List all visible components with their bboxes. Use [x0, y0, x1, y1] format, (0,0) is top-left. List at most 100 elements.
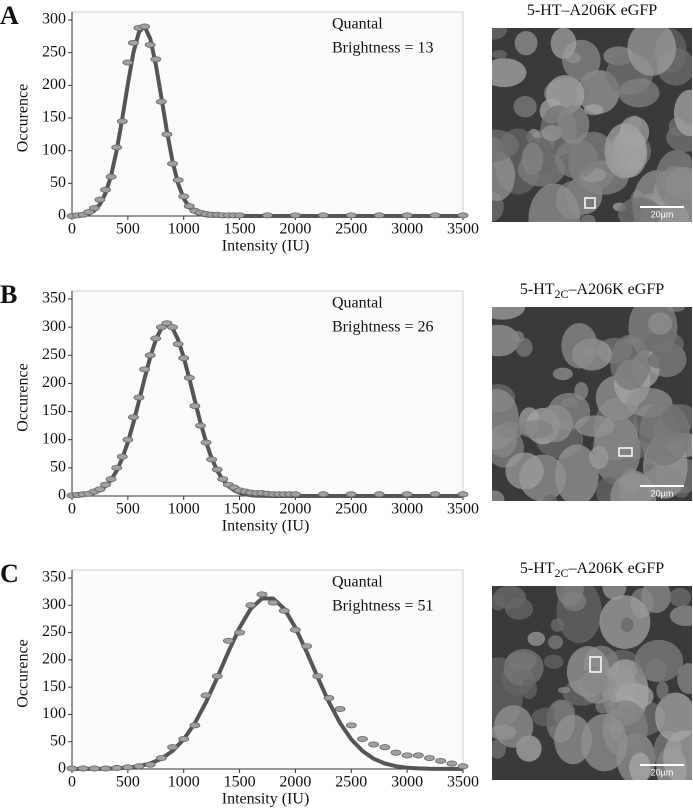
cell-blob: [555, 586, 584, 607]
x-tick-label: 3000: [391, 221, 423, 238]
data-point: [234, 629, 245, 636]
cell-blob: [493, 705, 534, 748]
cell-blob: [610, 472, 657, 501]
data-point: [178, 355, 190, 362]
plot-area: [71, 290, 464, 497]
data-point: [457, 763, 469, 770]
cell-blob: [518, 420, 554, 439]
data-point: [435, 757, 447, 764]
data-point: [317, 491, 329, 498]
cell-blob: [521, 678, 538, 699]
data-point: [66, 765, 78, 772]
y-tick-label: 100: [42, 705, 66, 722]
cell-blob: [580, 214, 596, 222]
y-tick-label: 200: [42, 651, 66, 668]
data-point: [150, 56, 162, 63]
y-axis-label: Occurence: [15, 363, 32, 431]
y-tick-label: 300: [42, 11, 66, 28]
plot-area: [71, 569, 464, 770]
data-point: [183, 374, 195, 381]
y-tick-label: 100: [42, 430, 66, 447]
cell-blob: [583, 104, 604, 116]
cell-blob: [610, 334, 651, 390]
data-point: [317, 212, 329, 219]
x-tick-label: 3500: [447, 221, 479, 238]
x-tick-label: 500: [116, 501, 140, 518]
cell-blob: [505, 452, 544, 490]
cell-blob: [545, 75, 585, 115]
data-point: [379, 744, 391, 751]
image-title-sub: 2C: [555, 566, 569, 580]
data-point: [211, 466, 223, 473]
cell-blob: [496, 421, 525, 439]
data-point: [334, 705, 346, 712]
x-tick-label: 2000: [279, 221, 311, 238]
cell-blob: [661, 404, 692, 432]
data-point: [105, 173, 117, 180]
y-tick-label: 50: [50, 732, 66, 749]
data-point: [161, 131, 173, 138]
data-point: [457, 491, 469, 498]
cell-blob: [550, 618, 565, 632]
cell-blob: [581, 713, 628, 772]
annotation: Brightness = 51: [332, 598, 433, 615]
x-tick-label: 500: [116, 221, 140, 238]
cell-blob: [589, 446, 609, 470]
data-point: [267, 599, 279, 606]
data-point: [412, 752, 424, 759]
y-tick-label: 200: [42, 374, 66, 391]
data-point: [429, 491, 441, 498]
cell-blob: [579, 667, 615, 704]
cell-blob: [669, 605, 692, 626]
data-point: [116, 118, 128, 125]
cell-blob: [510, 330, 525, 344]
annotation: Brightness = 13: [332, 40, 433, 57]
cell-blob: [513, 95, 537, 118]
cell-blob: [647, 312, 673, 335]
data-point: [446, 760, 458, 767]
cell-blob: [627, 28, 677, 76]
cell-blob: [492, 129, 519, 162]
y-tick-label: 250: [42, 43, 66, 60]
y-tick-label: 0: [58, 487, 66, 504]
cell-blob: [677, 663, 692, 694]
x-axis-label: Intensity (IU): [222, 518, 310, 535]
data-point: [217, 476, 229, 483]
data-point: [88, 205, 100, 212]
y-tick-label: 0: [58, 207, 66, 224]
data-point: [401, 752, 413, 759]
cell-blob: [647, 351, 673, 369]
annotation: Quantal: [332, 295, 383, 312]
y-tick-label: 150: [42, 109, 66, 126]
cell-blob: [574, 381, 589, 400]
cell-blob: [618, 78, 660, 108]
cell-blob: [527, 631, 546, 646]
image-title-rest: –A206K eGFP: [568, 281, 665, 298]
y-tick-label: 50: [50, 459, 66, 476]
x-tick-label: 1500: [224, 774, 256, 791]
cell-blob: [492, 150, 516, 202]
cell-blob: [621, 617, 634, 633]
cell-blob: [643, 331, 685, 357]
image-title-sub: 2C: [555, 287, 569, 301]
data-point: [424, 755, 435, 762]
data-point: [290, 626, 301, 633]
data-point: [245, 602, 257, 609]
data-point: [94, 196, 106, 203]
y-tick-label: 150: [42, 678, 66, 695]
cell-blob: [629, 752, 651, 780]
data-point: [200, 439, 212, 446]
x-tick-label: 1000: [168, 221, 200, 238]
y-tick-label: 300: [42, 596, 66, 613]
panel-label: A: [0, 1, 19, 30]
y-tick-label: 350: [42, 569, 66, 586]
cell-blob: [656, 681, 669, 700]
x-tick-label: 3000: [391, 501, 423, 518]
data-point: [457, 212, 469, 219]
y-axis-label: Occurence: [15, 639, 32, 707]
data-point: [206, 456, 218, 463]
data-point: [390, 749, 402, 756]
annotation: Quantal: [332, 16, 383, 33]
cell-blob: [541, 125, 562, 142]
